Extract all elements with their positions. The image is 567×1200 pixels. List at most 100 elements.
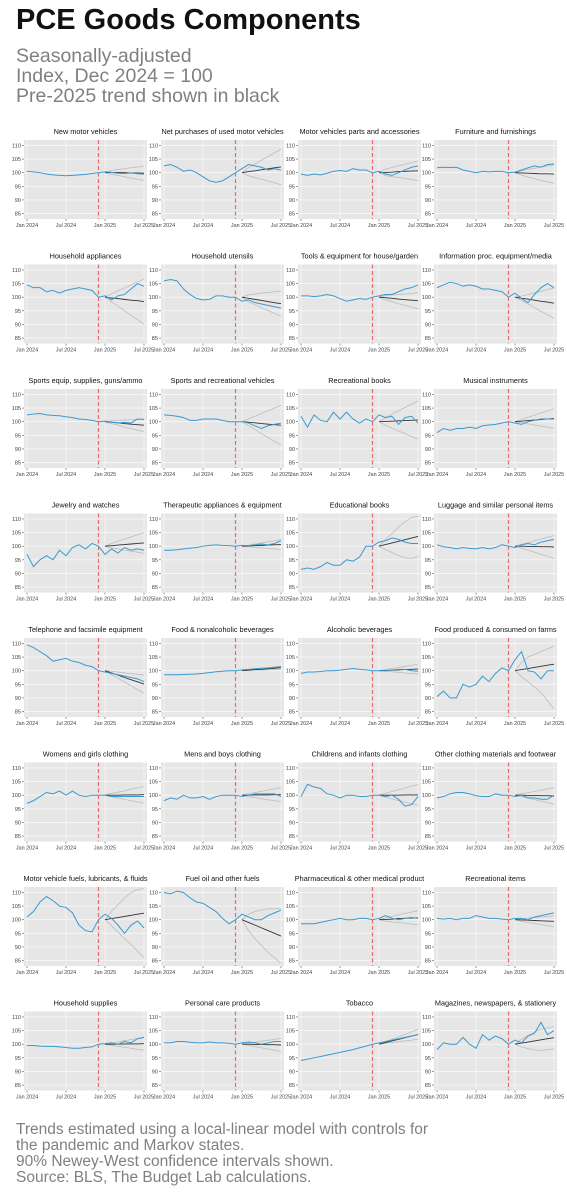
y-tick-label: 95 [289,184,295,190]
actual-line [27,1036,145,1049]
y-tick-label: 95 [152,682,158,688]
panel-title: Recreational books [328,376,391,385]
x-tick-label: Jan 2024 [153,846,175,852]
panel-background [434,762,557,842]
y-tick-label: 105 [422,904,431,910]
chart-panel: Personal care products 85 90 95 100 105 110 Jan… [149,999,292,1101]
y-tick-label: 100 [12,793,21,799]
x-tick-label: Jul 2024 [193,970,213,976]
chart-panel: Pharmaceutical & other medical product 85… [286,874,429,976]
chart-panel: Information proc. equipment/media 85 90 95 1… [422,252,565,354]
panel-background [24,762,147,842]
y-tick-label: 85 [15,1083,21,1089]
y-tick-label: 95 [425,184,431,190]
y-tick-label: 105 [286,531,295,537]
x-tick-label: Jan 2024 [16,1095,38,1101]
ci-lower-line [514,1043,555,1051]
y-tick-label: 105 [12,780,21,786]
y-tick-label: 105 [149,780,158,786]
x-tick-label: Jan 2025 [368,472,390,478]
y-tick-label: 100 [422,918,431,924]
y-tick-label: 95 [152,433,158,439]
y-tick-label: 100 [12,171,21,177]
y-tick-label: 95 [289,807,295,813]
y-tick-label: 105 [149,904,158,910]
y-tick-label: 85 [152,336,158,342]
y-tick-label: 110 [12,143,21,149]
y-tick-label: 95 [425,931,431,937]
x-tick-label: Jan 2025 [368,1095,390,1101]
actual-line [436,1021,555,1050]
x-tick-label: Jul 2024 [466,1095,486,1101]
panel-background [298,389,421,468]
y-tick-label: 95 [15,1056,21,1062]
actual-line [164,540,282,551]
chart-panel: Jewelry and watches 85 90 95 100 105 110 Jan 20… [12,501,155,603]
y-tick-label: 110 [422,268,431,274]
x-tick-label: Jan 2024 [426,846,448,852]
y-tick-label: 105 [12,157,21,163]
trend-line [104,296,145,302]
y-tick-label: 110 [286,641,295,647]
ci-upper-line [104,786,145,796]
x-tick-label: Jan 2024 [426,597,448,603]
x-tick-label: Jan 2024 [290,1095,312,1101]
panel-title: Therapeutic appliances & equipment [163,501,281,510]
y-tick-label: 110 [286,1015,295,1021]
ci-upper-line [241,148,282,174]
panel-title: Recreational items [465,874,526,883]
y-tick-label: 105 [149,655,158,661]
trend-line [241,919,282,937]
y-tick-label: 100 [422,544,431,550]
actual-line [436,791,555,800]
ci-lower-line [514,172,555,184]
y-tick-label: 105 [149,531,158,537]
ci-lower-line [514,670,555,710]
y-tick-label: 110 [12,890,21,896]
panel-background [24,389,147,468]
x-tick-label: Jan 2024 [290,597,312,603]
y-tick-label: 90 [289,1069,295,1075]
ci-lower-line [378,919,419,926]
y-tick-label: 95 [15,931,21,937]
x-tick-label: Jan 2025 [504,597,526,603]
x-tick-label: Jul 2024 [330,1095,350,1101]
y-tick-label: 100 [286,1042,295,1048]
actual-line [300,537,418,570]
x-tick-label: Jan 2024 [290,846,312,852]
y-tick-label: 100 [12,295,21,301]
actual-line [163,793,282,802]
panel-title: Information proc. equipment/media [439,252,553,261]
x-tick-label: Jan 2024 [153,223,175,229]
y-tick-label: 100 [422,793,431,799]
y-tick-label: 105 [286,282,295,288]
y-tick-label: 85 [152,710,158,716]
y-tick-label: 100 [12,669,21,675]
x-tick-label: Jul 2024 [330,597,350,603]
panel-title: Food & nonalcoholic beverages [171,625,274,634]
y-tick-label: 90 [425,820,431,826]
panel-title: Mens and boys clothing [184,750,261,759]
panel-background [298,762,421,842]
ci-lower-line [514,545,555,559]
ci-upper-line [241,787,282,796]
y-tick-label: 105 [286,1029,295,1035]
ci-lower-line [378,545,419,559]
y-tick-label: 85 [289,959,295,965]
panel-background [24,887,147,966]
y-tick-label: 105 [422,780,431,786]
panel-background [24,638,147,717]
panel-background [161,1011,284,1091]
y-tick-label: 110 [149,766,158,772]
panel-title: Pharmaceutical & other medical product [295,874,424,883]
trend-line [514,663,555,672]
chart-panel: Magazines, newspapers, & stationery 85 90 9… [422,999,565,1101]
y-tick-label: 90 [15,447,21,453]
y-tick-label: 90 [152,322,158,328]
ci-lower-line [241,172,282,186]
actual-line [164,666,282,676]
actual-line [300,165,419,176]
y-tick-label: 90 [289,571,295,577]
x-tick-label: Jul 2025 [134,597,154,603]
y-tick-label: 85 [15,585,21,591]
